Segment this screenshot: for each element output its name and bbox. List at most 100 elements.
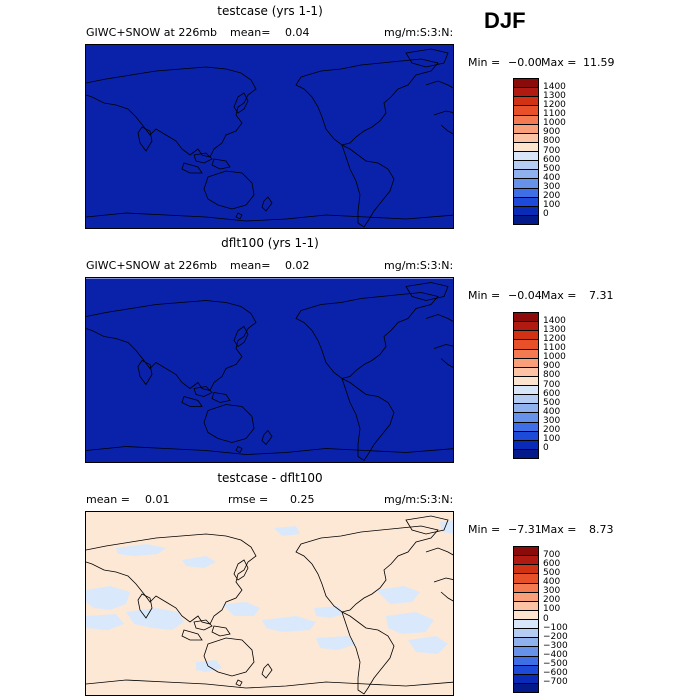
coastline-path — [137, 593, 153, 619]
panel2-coastlines — [86, 282, 453, 462]
coastline-path — [261, 429, 273, 446]
coastline-path — [405, 515, 449, 535]
coastline-path — [86, 533, 257, 625]
coastline-path — [440, 591, 453, 602]
coastline-path — [433, 577, 453, 583]
coastline-path — [341, 611, 395, 695]
colorbar-tick-label: −500 — [543, 659, 568, 670]
colorbar-tick-label: 100 — [543, 604, 561, 615]
coastline-path — [405, 48, 449, 68]
panel1-mean-label: mean= — [230, 26, 271, 39]
panel2-units: mg/m:S:3:N: — [384, 259, 454, 272]
coastline-path — [193, 619, 213, 631]
colorbar-tick-label: 1200 — [543, 99, 566, 110]
panel1-title: testcase (yrs 1-1) — [217, 4, 323, 18]
panel2-field-label: GIWC+SNOW at 226mb — [86, 259, 218, 272]
coastline-path — [137, 359, 153, 386]
coastline-path — [203, 637, 255, 677]
colorbar-tick-label: 800 — [543, 136, 561, 147]
panel3-map-svg — [86, 512, 453, 695]
coastline-path — [211, 392, 231, 403]
panel2-max-label: Max = — [541, 289, 577, 302]
coastline-path — [440, 124, 453, 135]
coastline-path — [86, 212, 453, 222]
colorbar-tick-label: 100 — [543, 200, 561, 211]
coastline-path — [193, 386, 213, 397]
panel1-field-background — [86, 45, 453, 228]
panel2-map — [85, 277, 454, 463]
colorbar-tick-label: 400 — [543, 577, 561, 587]
colorbar-tick-label: −600 — [543, 668, 568, 679]
negative-difference-region — [376, 586, 420, 604]
panel3-min-label: Min = — [468, 523, 501, 536]
coastline-path — [211, 625, 231, 637]
coastline-path — [261, 663, 273, 679]
panel1-mean-value: 0.04 — [285, 26, 310, 39]
coastline-path — [261, 196, 273, 212]
panel3-rmse-label: rmse = — [228, 493, 269, 506]
coastline-path — [86, 66, 257, 158]
colorbar-tick-label: 400 — [543, 172, 561, 183]
coastline-path — [425, 80, 453, 89]
panel3-map — [85, 511, 454, 696]
panel3-max-value: 8.73 — [589, 523, 614, 536]
panel3-min-value: −7.31 — [508, 523, 542, 536]
colorbar-tick-label: 300 — [543, 586, 561, 597]
coastline-path — [440, 358, 453, 368]
colorbar-tick-label: 1000 — [543, 118, 566, 129]
panel1-min-value: −0.00 — [508, 56, 542, 69]
coastline-path — [341, 144, 395, 228]
colorbar-tick-label: 600 — [543, 558, 561, 569]
colorbar-tick-label: 1000 — [543, 352, 566, 363]
coastline-path — [181, 162, 203, 174]
negative-difference-region — [316, 636, 356, 650]
panel2-max-value: 7.31 — [589, 289, 614, 302]
panel3-colorbar: 700 600 500 400 300 200 100 0 −100 −200 −300 −400 −5… — [513, 546, 593, 693]
coastline-path — [211, 158, 231, 170]
colorbar-tick-label: 700 — [543, 379, 561, 390]
colorbar-tick-label: −100 — [543, 622, 568, 633]
coastline-path — [235, 679, 243, 687]
coastline-path — [295, 58, 439, 146]
panel1-units: mg/m:S:3:N: — [384, 26, 454, 39]
coastline-path — [137, 126, 153, 152]
panel2-mean-value: 0.02 — [285, 259, 310, 272]
panel3-title: testcase - dflt100 — [217, 471, 323, 485]
coastline-path — [181, 396, 203, 407]
coastline-path — [235, 212, 243, 220]
colorbar-tick-label: 200 — [543, 595, 561, 606]
panel3-coastlines — [86, 515, 453, 695]
colorbar-tick-label: 600 — [543, 388, 561, 399]
colorbar-swatch — [513, 682, 539, 693]
panel1-colorbar: 1400 1300 1200 1100 1000 900 800 700 600 500 400 30… — [513, 78, 593, 225]
colorbar-tick-label: 1200 — [543, 333, 566, 344]
panel1-map — [85, 44, 454, 229]
colorbar-tick-label: 100 — [543, 434, 561, 445]
colorbar-tick-label: 500 — [543, 567, 561, 578]
coastline-path — [425, 547, 453, 556]
colorbar-tick-label: 0 — [543, 613, 549, 624]
panel2-mean-label: mean= — [230, 259, 271, 272]
colorbar-tick-label: 500 — [543, 397, 561, 408]
coastline-path — [233, 325, 249, 348]
coastline-path — [295, 292, 439, 379]
negative-difference-region — [182, 556, 216, 568]
panel3-max-label: Max = — [541, 523, 577, 536]
coastline-path — [233, 92, 249, 114]
coastline-path — [433, 110, 453, 116]
coastline-path — [295, 525, 439, 613]
panel3-rmse-value: 0.25 — [290, 493, 315, 506]
coastline-path — [405, 282, 449, 301]
coastline-path — [86, 300, 257, 391]
coastline-path — [341, 377, 395, 462]
colorbar-tick-label: 1100 — [543, 109, 566, 119]
panel2-field-background — [86, 278, 453, 462]
colorbar-tick-label: 1100 — [543, 343, 566, 353]
colorbar-tick-label: 200 — [543, 191, 561, 202]
colorbar-tick-label: 200 — [543, 425, 561, 436]
negative-difference-region — [408, 636, 448, 654]
colorbar-tick-label: 300 — [543, 182, 561, 192]
panel2-map-svg — [86, 278, 453, 462]
negative-difference-region — [262, 616, 316, 632]
negative-difference-region — [386, 612, 434, 634]
